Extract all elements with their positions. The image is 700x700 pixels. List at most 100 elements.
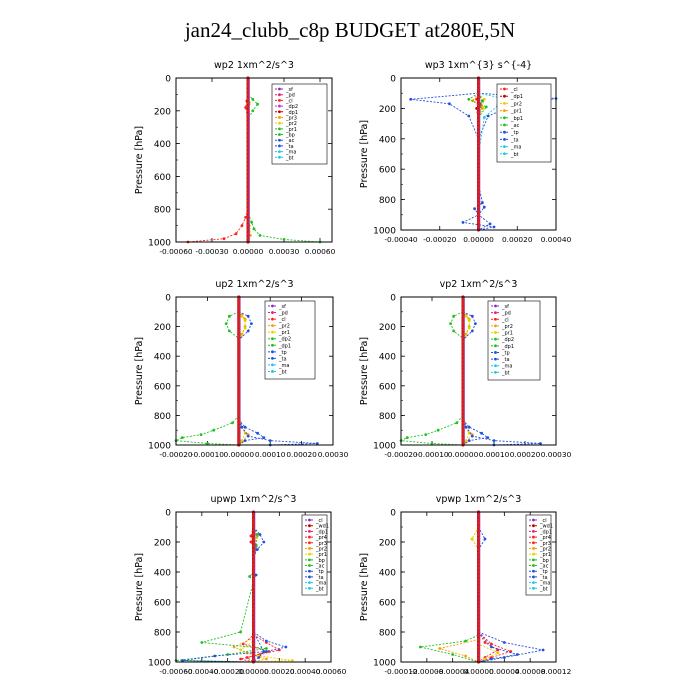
zero-profile-point — [246, 109, 250, 113]
zero-profile-point — [476, 607, 481, 612]
data-point — [290, 659, 294, 662]
legend-label: _pr1 — [501, 331, 513, 337]
zero-profile-point — [476, 220, 481, 224]
zero-profile-point — [237, 406, 241, 410]
y-tick-label: 800 — [154, 629, 171, 639]
x-tick-label: 0.00040 — [541, 235, 572, 244]
x-tick-label: 0.00020 — [502, 235, 533, 244]
zero-profile-point — [461, 413, 465, 417]
zero-profile-point — [461, 391, 465, 395]
legend-marker — [532, 547, 535, 550]
series-line-pr3 — [478, 527, 499, 663]
zero-profile-point — [246, 178, 250, 183]
data-point — [262, 650, 266, 653]
y-tick-label: 200 — [379, 323, 396, 333]
zero-profile-point — [476, 622, 481, 627]
zero-profile-point — [237, 313, 241, 318]
zero-profile-point — [246, 232, 250, 236]
y-axis-label: Pressure [hPa] — [134, 553, 145, 621]
data-point — [405, 436, 409, 439]
data-point — [246, 314, 250, 318]
data-point — [251, 109, 255, 113]
legend-marker — [494, 344, 497, 348]
legend-marker — [278, 104, 281, 108]
legend-label: _sf — [285, 87, 293, 93]
zero-profile-point — [476, 152, 481, 156]
data-point — [244, 106, 248, 109]
legend-marker — [494, 304, 497, 308]
zero-profile-point — [461, 336, 465, 340]
legend-box — [525, 514, 552, 596]
zero-profile-point — [237, 373, 241, 377]
zero-profile-point — [246, 207, 250, 211]
plot-frame — [175, 77, 333, 243]
legend-label: _pr1 — [315, 552, 327, 558]
zero-profile-point — [476, 589, 481, 593]
zero-profile-point — [476, 106, 481, 110]
data-point — [277, 648, 281, 652]
zero-profile-point — [237, 413, 241, 417]
data-point — [262, 436, 266, 439]
zero-profile-point — [476, 570, 481, 574]
zero-profile-point — [476, 137, 481, 141]
legend-marker — [494, 311, 497, 315]
y-tick-label: 1000 — [148, 239, 171, 249]
panel-6: vpwp 1xm^2/s^3 Pressure [hPa] 0 200 400 600 80… — [359, 494, 571, 676]
y-tick-label: 600 — [154, 173, 171, 183]
legend-label: _bt — [510, 152, 519, 158]
data-point — [467, 319, 471, 323]
zero-profile-point — [476, 559, 481, 563]
zero-profile-point — [476, 592, 481, 597]
zero-profile-point — [251, 536, 256, 540]
y-tick-label: 800 — [379, 196, 396, 206]
zero-profile-point — [461, 428, 465, 432]
legend-label: _tp — [315, 569, 324, 575]
legend-label: _bt — [285, 155, 294, 161]
data-point — [226, 653, 230, 656]
legend-marker — [308, 552, 311, 556]
zero-profile-point — [251, 570, 256, 574]
zero-profile-point — [251, 551, 256, 555]
legend-marker — [271, 370, 274, 373]
zero-profile-point — [246, 133, 250, 137]
zero-profile-point — [476, 551, 481, 555]
data-point — [222, 237, 226, 241]
zero-profile-point — [246, 187, 250, 191]
zero-profile-point — [476, 540, 481, 544]
data-point — [256, 533, 259, 536]
zero-profile-point — [237, 432, 241, 436]
legend-marker — [532, 535, 535, 539]
legend-marker — [308, 569, 311, 573]
legend-marker — [503, 94, 506, 98]
zero-profile-point — [237, 343, 241, 347]
data-point — [315, 442, 319, 445]
y-tick-label: 600 — [379, 599, 396, 609]
legend-box — [496, 83, 552, 163]
x-tick-label: -0.00012 — [384, 667, 417, 676]
data-point — [265, 647, 268, 650]
x-tick-label: -0.00060 — [159, 247, 193, 256]
y-tick-label: 0 — [390, 294, 396, 304]
data-point — [452, 314, 456, 318]
zero-profile-point — [476, 521, 481, 525]
data-point — [448, 102, 451, 106]
data-point — [256, 102, 259, 106]
legend-label: _bp — [315, 558, 325, 564]
zero-profile-point — [461, 369, 465, 373]
zero-profile-point — [461, 380, 465, 384]
legend-marker — [503, 145, 506, 149]
zero-profile-point — [476, 581, 481, 585]
y-tick-label: 600 — [379, 166, 396, 176]
x-tick-label: 0.00040 — [290, 667, 321, 676]
legend-label: _ma — [510, 145, 521, 151]
data-point — [464, 314, 468, 318]
zero-profile-point — [476, 525, 481, 529]
legend: _sf_pd_cl_pr2_pr1_dp2_dp1_tp_ta_ma_bt — [487, 300, 541, 381]
panel-title: upwp 1xm^2/s^3 — [211, 494, 297, 505]
x-tick-label: -0.00060 — [159, 667, 193, 676]
data-point — [464, 654, 467, 658]
panel-title: vp2 1xm^2/s^3 — [440, 279, 518, 290]
zero-profile-point — [237, 399, 241, 403]
zero-profile-point — [476, 129, 481, 133]
legend-label: _pr2 — [278, 324, 290, 330]
